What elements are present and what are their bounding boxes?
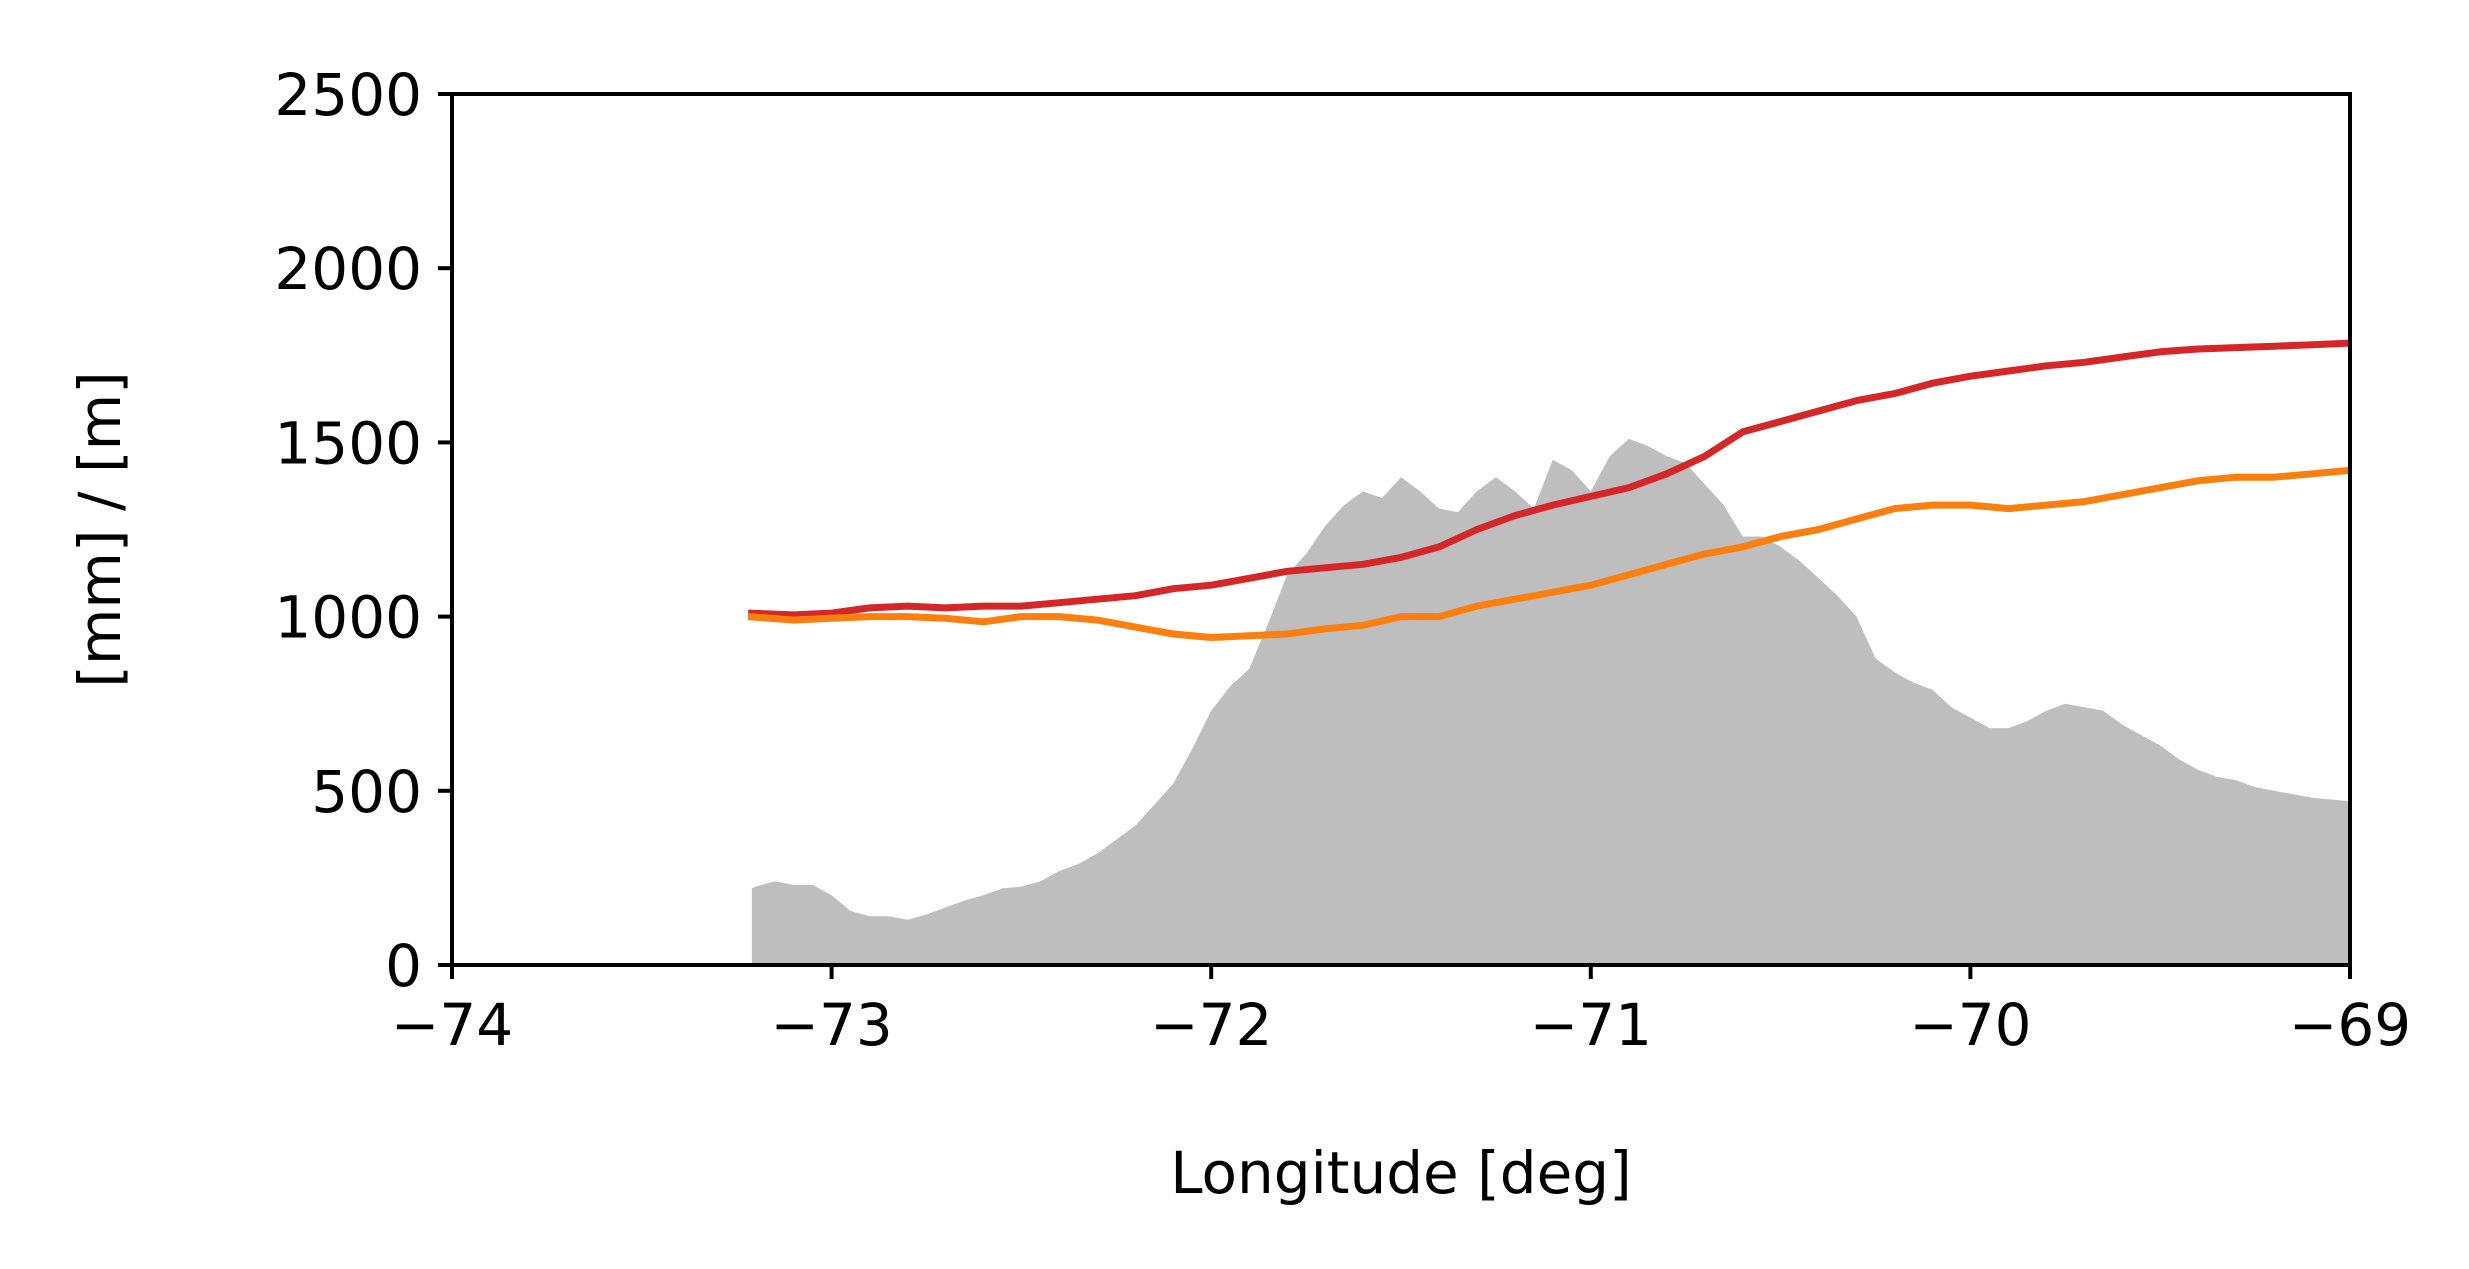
x-axis-label: Longitude [deg]: [1170, 1139, 1631, 1207]
plot-area: [747, 339, 2351, 965]
x-tick-label: −72: [1150, 991, 1272, 1059]
y-tick-label: 1500: [274, 409, 422, 477]
y-axis-label: [mm] / [m]: [66, 371, 134, 687]
x-tick-label: −74: [391, 991, 513, 1059]
y-tick-label: 500: [311, 758, 422, 826]
y-axis: 0 500 1000 1500 2000 2500: [274, 61, 452, 1000]
terrain-area: [751, 438, 2350, 965]
x-tick-label: −71: [1530, 991, 1652, 1059]
y-tick-label: 0: [385, 932, 422, 1000]
x-tick-label: −69: [2289, 991, 2411, 1059]
y-tick-label: 2500: [274, 61, 422, 129]
series-line-2: [747, 466, 2351, 641]
x-tick-label: −73: [770, 991, 892, 1059]
y-tick-label: 1000: [274, 584, 422, 652]
plot-frame: [450, 92, 2352, 967]
series-line-1: [747, 339, 2351, 619]
y-tick-label: 2000: [274, 235, 422, 303]
x-tick-label: −70: [1909, 991, 2031, 1059]
x-axis: −74 −73 −72 −71 −70 −69: [391, 965, 2411, 1059]
